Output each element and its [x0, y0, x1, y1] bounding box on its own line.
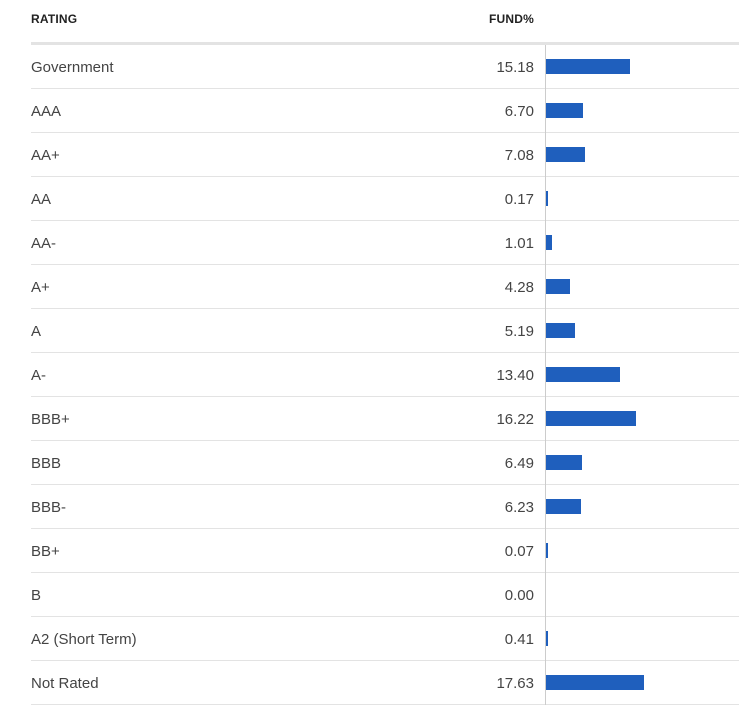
bar-track	[545, 529, 739, 573]
table-row: A+ 4.28	[31, 265, 739, 309]
bar-track	[545, 45, 739, 89]
rating-column-header: RATING	[31, 12, 78, 26]
table-row: BBB 6.49	[31, 441, 739, 485]
fund-percent-value: 17.63	[496, 675, 534, 692]
rating-label: Government	[31, 59, 114, 76]
fund-percent-bar	[546, 59, 631, 74]
bar-track	[545, 309, 739, 353]
table-body: Government 15.18 AAA 6.70 AA+ 7.08 AA 0.17 AA- 1.…	[31, 45, 739, 705]
rating-label: A	[31, 323, 42, 340]
bar-track	[545, 353, 739, 397]
fund-percent-value: 0.07	[504, 543, 534, 560]
bar-track	[545, 485, 739, 529]
table-row: A 5.19	[31, 309, 739, 353]
rating-label: AA+	[31, 147, 60, 164]
rating-label: AA-	[31, 235, 57, 252]
fund-percent-bar	[546, 147, 586, 162]
fund-percent-column-header: FUND%	[489, 12, 534, 26]
bar-track	[545, 441, 739, 485]
bar-track	[545, 661, 739, 705]
bar-track	[545, 221, 739, 265]
rating-label: AAA	[31, 103, 62, 120]
table-row: B 0.00	[31, 573, 739, 617]
bar-track	[545, 265, 739, 309]
table-row: Not Rated 17.63	[31, 661, 739, 705]
fund-percent-value: 1.01	[504, 235, 534, 252]
table-header: RATING FUND%	[31, 0, 739, 45]
table-row: A2 (Short Term) 0.41	[31, 617, 739, 661]
fund-percent-value: 15.18	[496, 59, 534, 76]
bar-track	[545, 177, 739, 221]
rating-label: AA	[31, 191, 52, 208]
rating-label: B	[31, 587, 42, 604]
fund-percent-bar	[546, 103, 584, 118]
table-row: A- 13.40	[31, 353, 739, 397]
fund-percent-value: 6.49	[504, 455, 534, 472]
rating-label: Not Rated	[31, 675, 99, 692]
fund-percent-value: 6.23	[504, 499, 534, 516]
fund-percent-bar	[546, 235, 552, 250]
table-row: BB+ 0.07	[31, 529, 739, 573]
fund-percent-value: 4.28	[504, 279, 534, 296]
fund-percent-value: 7.08	[504, 147, 534, 164]
rating-label: A2 (Short Term)	[31, 631, 137, 648]
table-row: AA+ 7.08	[31, 133, 739, 177]
fund-percent-value: 0.17	[504, 191, 534, 208]
fund-percent-value: 13.40	[496, 367, 534, 384]
rating-label: BBB+	[31, 411, 70, 428]
table-row: AA 0.17	[31, 177, 739, 221]
fund-percent-value: 6.70	[504, 103, 534, 120]
fund-percent-value: 5.19	[504, 323, 534, 340]
fund-percent-bar	[546, 323, 575, 338]
credit-rating-table: RATING FUND% Government 15.18 AAA 6.70 AA+ 7.…	[31, 0, 739, 705]
rating-label: BB+	[31, 543, 60, 560]
fund-percent-bar	[546, 455, 582, 470]
rating-label: A+	[31, 279, 50, 296]
fund-percent-bar	[546, 499, 581, 514]
fund-percent-bar	[546, 631, 549, 646]
fund-percent-bar	[546, 279, 570, 294]
fund-percent-bar	[546, 367, 621, 382]
fund-percent-bar	[546, 191, 548, 206]
bar-track	[545, 133, 739, 177]
bar-track	[545, 397, 739, 441]
table-row: BBB+ 16.22	[31, 397, 739, 441]
table-row: BBB- 6.23	[31, 485, 739, 529]
fund-percent-value: 16.22	[496, 411, 534, 428]
rating-label: BBB	[31, 455, 62, 472]
fund-percent-bar	[546, 411, 636, 426]
bar-track	[545, 617, 739, 661]
rating-label: BBB-	[31, 499, 67, 516]
fund-percent-bar	[546, 543, 548, 558]
bar-track	[545, 573, 739, 617]
table-row: Government 15.18	[31, 45, 739, 89]
table-row: AA- 1.01	[31, 221, 739, 265]
table-row: AAA 6.70	[31, 89, 739, 133]
bar-track	[545, 89, 739, 133]
fund-percent-value: 0.41	[504, 631, 534, 648]
fund-percent-bar	[546, 675, 644, 690]
rating-label: A-	[31, 367, 46, 384]
fund-percent-value: 0.00	[504, 587, 534, 604]
